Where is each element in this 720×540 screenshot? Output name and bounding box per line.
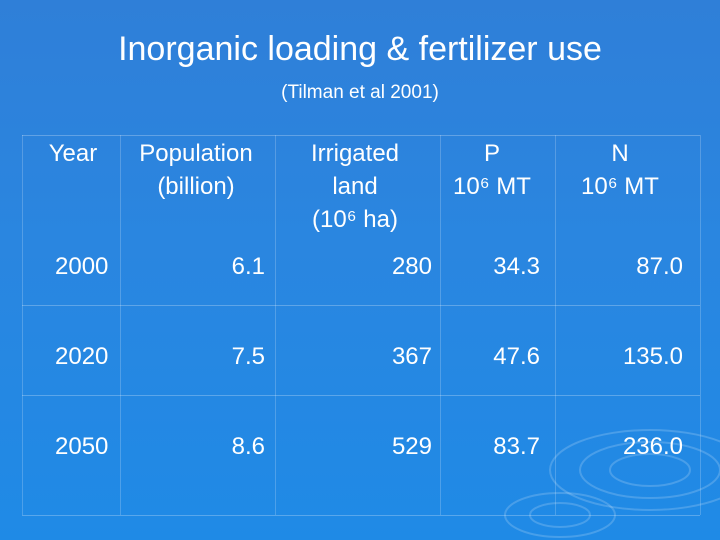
- table-cell: 7.5: [231, 343, 265, 370]
- table-cell: 135.0: [622, 343, 683, 370]
- row-border: [22, 515, 700, 516]
- header-cell: land: [332, 173, 378, 200]
- header-cell: Population: [139, 140, 253, 167]
- column-border: [120, 135, 121, 515]
- row-border: [22, 305, 700, 306]
- row-border: [22, 395, 700, 396]
- column-border: [700, 135, 701, 515]
- table-cell: 2000: [55, 253, 109, 280]
- table-cell: 8.6: [231, 433, 265, 460]
- table-cell: 87.0: [636, 253, 683, 280]
- table-cell: 83.7: [493, 433, 540, 460]
- table-cell: 34.3: [493, 253, 540, 280]
- table-cell: 47.6: [493, 343, 540, 370]
- title: Inorganic loading & fertilizer use: [118, 30, 602, 68]
- header-cell: (10⁶ ha): [312, 206, 398, 233]
- header-cell: N: [611, 140, 629, 167]
- column-border: [22, 135, 23, 515]
- header-cell: P: [483, 140, 500, 167]
- header-cell: Year: [48, 140, 98, 167]
- header-cell: 10⁶ MT: [581, 173, 659, 200]
- subtitle: (Tilman et al 2001): [281, 82, 439, 103]
- column-border: [440, 135, 441, 515]
- table-cell: 280: [391, 253, 432, 280]
- table-cell: 236.0: [622, 433, 683, 460]
- row-border: [22, 135, 700, 136]
- table-cell: 367: [391, 343, 432, 370]
- column-border: [555, 135, 556, 515]
- table-cell: 2050: [55, 433, 109, 460]
- column-border: [275, 135, 276, 515]
- header-cell: (billion): [157, 173, 235, 200]
- table-cell: 529: [391, 433, 432, 460]
- table-cell: 6.1: [231, 253, 265, 280]
- header-cell: 10⁶ MT: [453, 173, 531, 200]
- table-cell: 2020: [55, 343, 109, 370]
- header-cell: Irrigated: [310, 140, 400, 167]
